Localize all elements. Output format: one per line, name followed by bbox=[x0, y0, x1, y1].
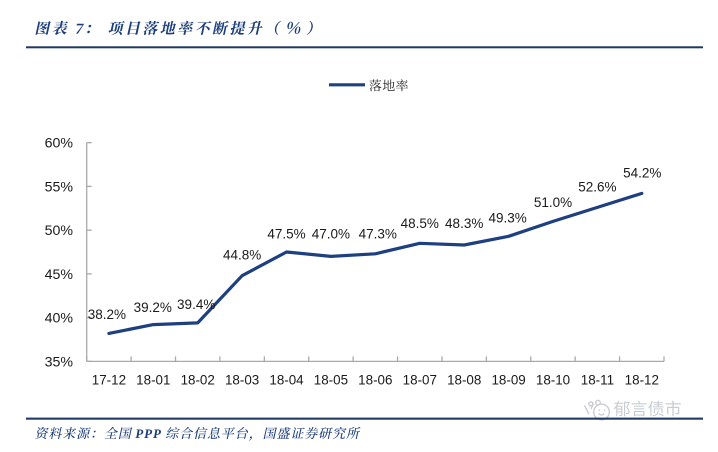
svg-text:18-12: 18-12 bbox=[625, 372, 659, 387]
svg-text:17-12: 17-12 bbox=[92, 372, 126, 387]
svg-text:18-09: 18-09 bbox=[491, 372, 525, 387]
svg-text:52.6%: 52.6% bbox=[578, 180, 616, 195]
svg-text:18-01: 18-01 bbox=[136, 372, 170, 387]
svg-text:47.5%: 47.5% bbox=[267, 227, 305, 242]
svg-text:48.5%: 48.5% bbox=[401, 216, 439, 231]
svg-text:54.2%: 54.2% bbox=[623, 166, 661, 181]
svg-text:55%: 55% bbox=[45, 179, 74, 195]
svg-text:18-05: 18-05 bbox=[314, 372, 348, 387]
svg-text:18-07: 18-07 bbox=[403, 372, 437, 387]
svg-text:18-02: 18-02 bbox=[181, 372, 215, 387]
svg-text:18-03: 18-03 bbox=[225, 372, 259, 387]
svg-text:39.2%: 39.2% bbox=[134, 300, 172, 315]
svg-text:51.0%: 51.0% bbox=[534, 195, 572, 210]
svg-text:18-06: 18-06 bbox=[358, 372, 392, 387]
svg-text:60%: 60% bbox=[45, 136, 74, 152]
svg-text:47.3%: 47.3% bbox=[359, 227, 397, 242]
svg-text:18-11: 18-11 bbox=[581, 372, 614, 387]
svg-text:40%: 40% bbox=[45, 311, 74, 327]
svg-text:18-08: 18-08 bbox=[447, 372, 481, 387]
svg-text:47.0%: 47.0% bbox=[312, 227, 350, 242]
svg-text:18-10: 18-10 bbox=[536, 372, 570, 387]
svg-text:38.2%: 38.2% bbox=[88, 307, 126, 322]
svg-text:45%: 45% bbox=[45, 267, 74, 283]
svg-text:48.3%: 48.3% bbox=[445, 216, 483, 231]
svg-text:18-04: 18-04 bbox=[269, 372, 304, 387]
svg-text:39.4%: 39.4% bbox=[177, 297, 215, 312]
svg-text:35%: 35% bbox=[45, 354, 74, 370]
svg-text:49.3%: 49.3% bbox=[488, 211, 526, 226]
svg-text:50%: 50% bbox=[45, 223, 74, 239]
svg-text:44.8%: 44.8% bbox=[223, 248, 261, 263]
